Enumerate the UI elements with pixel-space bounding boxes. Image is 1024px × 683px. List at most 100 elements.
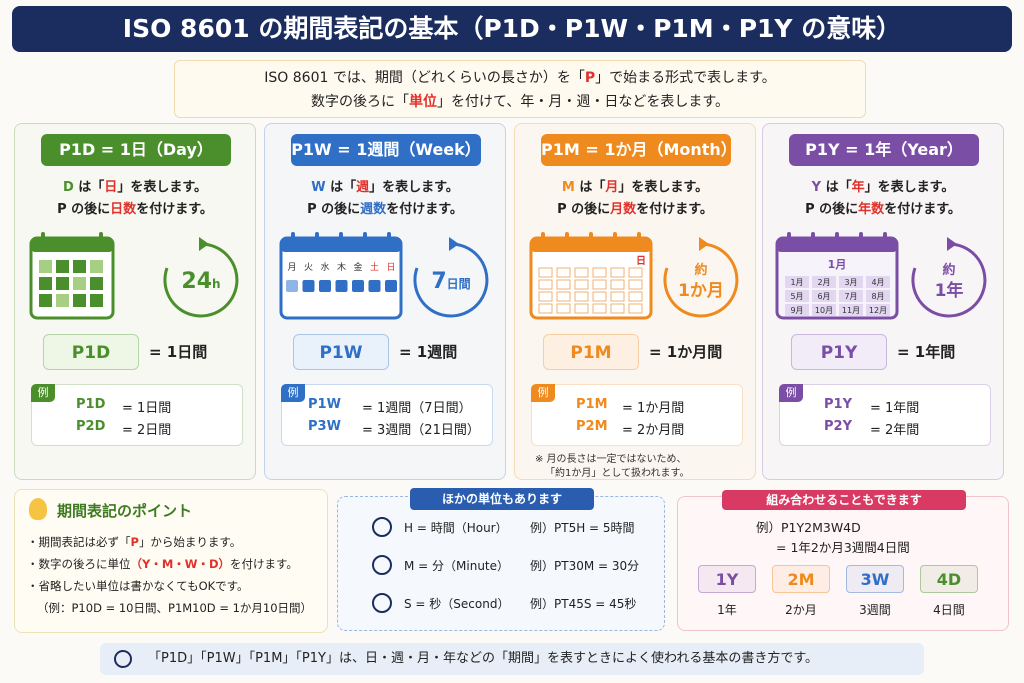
month-label: 4月 (871, 278, 884, 287)
calendar-cell (90, 277, 103, 290)
day-cell (352, 280, 364, 292)
month-label: 12月 (869, 306, 887, 315)
clock-icon (372, 555, 392, 575)
text-part: ・省略したい単位は書かなくてもOKです。 (27, 579, 249, 593)
example-value: = 1か月間 (622, 401, 685, 416)
calendar-cell (538, 291, 553, 302)
text-line: D は「日」を表します。 (15, 176, 255, 195)
equals: = 1年間 (897, 343, 956, 361)
icons: 1月 1月 2月 3月 4月 5月 6月 7月 8月 9月 10月 11月 12月 約 1年 (775, 232, 987, 320)
calendar-cell (39, 277, 52, 290)
example-value: = 2か月間 (622, 423, 685, 438)
calendar-top (281, 238, 401, 252)
calendar-ring (315, 232, 319, 244)
text-part: 」から始まります。 (138, 535, 242, 549)
example-tag: 例 (779, 384, 803, 402)
text-part: Y (811, 180, 822, 195)
example-box: 例 P1D = 1日間 P2D = 2日間 (31, 384, 243, 446)
calendar-cell (592, 279, 607, 290)
month-label: 3月 (844, 278, 857, 287)
calendar-ring (41, 232, 45, 244)
text-part: 月 (605, 180, 619, 195)
units-box: ほかの単位もあります H = 時間（Hour） 例）PT5H = 5時間 M = 分（… (337, 488, 665, 631)
note: 「約1か月」として扱われます。 (545, 468, 690, 479)
equals: = 1か月間 (649, 343, 723, 361)
text-part: 年数 (858, 202, 885, 217)
calendar-top (31, 238, 113, 252)
cycle-arc (663, 242, 739, 318)
calendar-cell (574, 303, 589, 314)
combo-code: 4D (920, 565, 978, 593)
text-part: P の後に (57, 202, 111, 217)
calendar-cell (39, 260, 52, 273)
calendar-cell (39, 294, 52, 307)
card-header: P1M = 1か月（Month） (541, 134, 737, 166)
cycle-part: 24 (181, 269, 212, 294)
text-line: M は「月」を表します。 (515, 176, 755, 195)
calendar-cell (610, 267, 625, 278)
text-part: 」で始まる形式で表します。 (595, 70, 776, 86)
calendar-cell (574, 267, 589, 278)
text-part: ・期間表記は必ず「 (27, 535, 131, 549)
cycle-part: h (212, 277, 221, 291)
clock-icon (372, 593, 392, 613)
example-box: 例 P1Y = 1年間 P2Y = 2年間 (779, 384, 991, 446)
check-icon (114, 650, 132, 668)
text-part: 週数 (360, 202, 387, 217)
calendar-ring (363, 232, 367, 244)
units-title: ほかの単位もあります (410, 488, 594, 510)
combo-code: 1Y (698, 565, 756, 593)
text-part: 」を表します。 (117, 180, 208, 195)
card: P1M = 1か月（Month） M は「月」を表します。 P の後に月数を付けます… (514, 123, 756, 480)
text-line: 数字の後ろに「単位」を付けて、年・月・週・日などを表します。 (175, 91, 865, 111)
cycle-arrow (449, 237, 459, 251)
calendar-cell (592, 291, 607, 302)
text-part: P (130, 535, 139, 549)
calendar-cell (556, 279, 571, 290)
card: P1D = 1日（Day） D は「日」を表します。 P の後に日数を付けます。 24… (14, 123, 256, 480)
combo-result: = 1年2か月3週間4日間 (776, 540, 910, 555)
calendar-ring (637, 232, 641, 244)
combo-label: 4日間 (933, 603, 965, 617)
calendar-ring (541, 232, 545, 244)
text-part: を付けます。 (136, 202, 213, 217)
calendar-cell (56, 260, 69, 273)
equals: = 1週間 (399, 343, 458, 361)
intro-box: ISO 8601 では、期間（どれくらいの長さか）を「P」で始まる形式で表します… (174, 60, 866, 118)
month-cell (839, 304, 863, 316)
calendar-top (531, 238, 651, 252)
cycle-arrow (199, 237, 209, 251)
month-cell (812, 304, 836, 316)
calendar-cell (592, 303, 607, 314)
calendar-top (777, 238, 897, 252)
text-line: Y は「年」を表します。 (763, 176, 1003, 195)
cycle-label: 24h (181, 269, 220, 294)
card-header: P1D = 1日（Day） (41, 134, 231, 166)
cycle-label: 7日間 (431, 269, 470, 294)
example-code: P1W (308, 397, 341, 412)
text-line: ・期間表記は必ず「P」から始まります。 (27, 534, 241, 550)
footer: 「P1D」「P1W」「P1M」「P1Y」は、日・週・月・年などの「期間」を表すと… (100, 643, 924, 675)
text-line: P の後に週数を付けます。 (265, 198, 505, 217)
badge: P1M (543, 334, 639, 370)
month-label: 9月 (790, 306, 803, 315)
example-code: P3W (308, 419, 341, 434)
badge: P1W (293, 334, 389, 370)
equals: = 1日間 (149, 343, 208, 361)
calendar-ring (883, 232, 887, 244)
text-part: W (311, 180, 326, 195)
calendar-cell (538, 303, 553, 314)
month-cell (812, 276, 836, 288)
example-tag: 例 (531, 384, 555, 402)
unit-example: 例）PT30M = 30分 (530, 559, 640, 573)
calendar-cell (556, 267, 571, 278)
cycle-part: 7 (431, 269, 446, 294)
note: ※ 月の長さは一定ではないため、 (535, 454, 687, 465)
unit-def: S = 秒（Second） (404, 597, 510, 611)
weekday-label: 水 (320, 261, 329, 273)
text-part: は「 (821, 180, 852, 195)
cycle-arc (413, 242, 489, 318)
text-part: 日数 (110, 202, 137, 217)
text-part: P の後に (557, 202, 611, 217)
unit-def: M = 分（Minute） (404, 559, 510, 573)
